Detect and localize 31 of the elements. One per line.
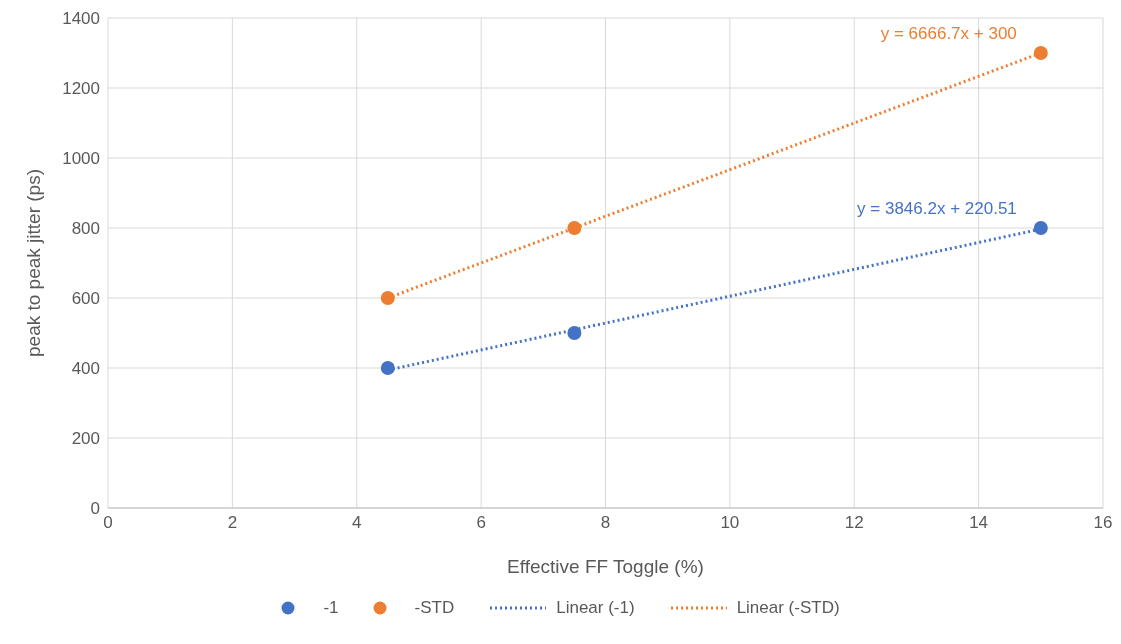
y-axis-title: peak to peak jitter (ps) xyxy=(22,169,44,357)
x-tick-label: 0 xyxy=(103,513,113,533)
point xyxy=(380,361,395,375)
x-tick-label: 14 xyxy=(969,513,989,533)
annotation: y = 6666.7x + 300 xyxy=(880,24,1017,43)
y-tick-label: 600 xyxy=(71,289,100,309)
x-tick-label: 8 xyxy=(600,513,611,533)
y-tick-label: 1200 xyxy=(62,79,100,99)
x-axis-title: Effective FF Toggle (%) xyxy=(507,556,704,577)
point xyxy=(567,221,582,235)
legend-label: -1 xyxy=(323,598,339,618)
y-tick-label: 200 xyxy=(71,429,100,449)
x-tick-label: 4 xyxy=(352,513,362,533)
x-tick-label: 10 xyxy=(720,513,740,533)
x-tick-label: 16 xyxy=(1093,513,1113,533)
point xyxy=(1033,46,1048,60)
y-tick-label: 1400 xyxy=(62,9,100,29)
y-tick-label: 1000 xyxy=(62,149,100,169)
x-tick-label: 2 xyxy=(227,513,238,533)
point xyxy=(1033,221,1048,235)
x-tick-label: 12 xyxy=(844,513,864,533)
y-tick-label: 400 xyxy=(71,359,100,379)
x-tick-label: 6 xyxy=(476,513,486,533)
point xyxy=(567,326,582,340)
point xyxy=(380,291,395,305)
legend-label: Linear (-STD) xyxy=(736,598,840,618)
y-tick-label: 0 xyxy=(90,499,100,519)
legend-label: -STD xyxy=(414,598,455,618)
y-tick-label: 800 xyxy=(71,219,100,239)
legend-label: Linear (-1) xyxy=(556,598,635,618)
annotation: y = 3846.2x + 220.51 xyxy=(857,199,1017,218)
